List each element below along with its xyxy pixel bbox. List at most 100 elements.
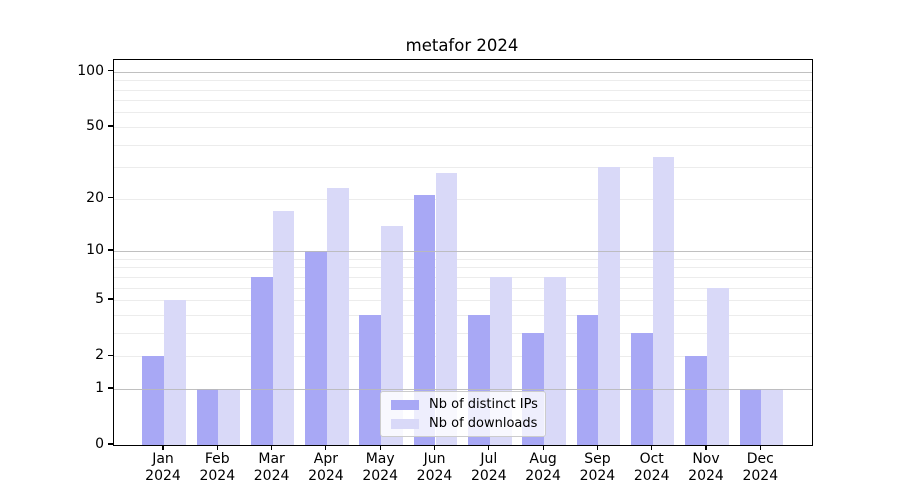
gridline-minor-9: [114, 258, 812, 260]
gridline-minor-3: [114, 332, 812, 334]
gridline-major-10: [114, 251, 812, 253]
x-tick-mark-jun: [433, 445, 436, 450]
x-tick-month: May: [365, 451, 395, 467]
x-tick-label-aug: Aug 2024: [508, 451, 578, 485]
gridline-minor-20: [114, 198, 812, 200]
x-tick-year: 2024: [525, 468, 561, 484]
x-tick-year: 2024: [742, 468, 779, 484]
bar-distinct-ips-mar: [250, 276, 273, 445]
x-tick-label-sep: Sep 2024: [562, 451, 632, 485]
bar-distinct-ips-sep: [576, 314, 599, 445]
y-tick-mark-100: [108, 70, 113, 72]
gridline-minor-80: [114, 89, 812, 91]
x-tick-label-feb: Feb 2024: [182, 451, 252, 485]
bar-distinct-ips-jan: [142, 356, 164, 445]
x-tick-mark-nov: [705, 445, 707, 450]
legend-label-downloads: Nb of downloads: [429, 416, 538, 431]
y-tick-mark-2: [108, 354, 113, 356]
gridline-minor-4: [114, 314, 812, 316]
x-tick-label-may: May 2024: [345, 451, 415, 485]
x-tick-label-jul: Jul 2024: [454, 451, 524, 485]
gridline-minor-6: [114, 287, 812, 289]
y-tick-label-0: 0: [95, 436, 104, 452]
y-tick-label-5: 5: [95, 291, 104, 308]
y-tick-mark-5: [108, 298, 113, 300]
x-tick-month: Apr: [313, 451, 338, 467]
y-tick-mark-20: [108, 197, 113, 199]
legend-label-distinct-ips: Nb of distinct IPs: [429, 397, 538, 412]
x-tick-label-jun: Jun 2024: [400, 451, 470, 485]
bar-distinct-ips-feb: [196, 388, 219, 445]
x-tick-mark-dec: [759, 445, 761, 450]
x-tick-year: 2024: [253, 468, 290, 484]
x-tick-mark-may: [379, 445, 381, 450]
x-tick-mark-jan: [162, 445, 164, 450]
x-tick-month: Jan: [152, 451, 174, 467]
bar-downloads-feb: [218, 388, 241, 445]
x-tick-year: 2024: [579, 468, 616, 484]
legend-swatch-downloads: [391, 418, 419, 429]
y-tick-mark-0: [108, 443, 113, 445]
bar-downloads-jan: [164, 300, 186, 445]
x-tick-label-apr: Apr 2024: [291, 451, 361, 485]
x-tick-month: Aug: [529, 451, 557, 467]
x-tick-year: 2024: [199, 468, 236, 484]
x-tick-year: 2024: [308, 468, 344, 484]
x-tick-mark-mar: [271, 445, 273, 450]
gridline-minor-50: [114, 126, 812, 128]
bar-downloads-dec: [761, 388, 784, 445]
bar-downloads-oct: [652, 157, 675, 445]
x-tick-month: Nov: [692, 451, 720, 467]
x-tick-mark-apr: [325, 445, 327, 450]
bar-downloads-may: [381, 225, 403, 445]
x-tick-mark-oct: [651, 445, 653, 450]
x-tick-label-nov: Nov 2024: [671, 451, 741, 485]
x-tick-month: Feb: [204, 451, 230, 467]
x-tick-mark-aug: [542, 445, 544, 450]
bar-downloads-mar: [272, 211, 295, 445]
x-tick-year: 2024: [470, 468, 507, 484]
bar-downloads-sep: [598, 167, 621, 445]
gridline-minor-8: [114, 267, 812, 269]
gridline-major-100: [114, 71, 812, 73]
x-tick-year: 2024: [145, 468, 181, 484]
y-tick-label-10: 10: [86, 242, 104, 259]
bar-downloads-jun: [435, 172, 458, 445]
gridline-minor-70: [114, 100, 812, 102]
bar-distinct-ips-jun: [413, 194, 436, 445]
y-tick-label-100: 100: [77, 62, 104, 79]
gridline-minor-2: [114, 356, 812, 358]
y-tick-mark-10: [108, 249, 113, 251]
y-tick-label-20: 20: [86, 189, 104, 206]
bar-downloads-apr: [326, 187, 349, 445]
x-tick-mark-sep: [596, 445, 598, 450]
x-tick-year: 2024: [688, 468, 724, 484]
x-tick-mark-jul: [488, 445, 490, 450]
x-tick-month: Jul: [480, 451, 498, 467]
x-tick-label-jan: Jan 2024: [128, 451, 198, 485]
legend-item-distinct-ips: Nb of distinct IPs: [381, 397, 545, 412]
legend-item-downloads: Nb of downloads: [381, 416, 545, 431]
gridline-minor-60: [114, 112, 812, 114]
chart-title: metafor 2024: [405, 36, 519, 55]
x-tick-label-mar: Mar 2024: [237, 451, 307, 485]
y-tick-label-1: 1: [95, 379, 104, 396]
x-tick-month: Jun: [423, 451, 446, 467]
gridline-minor-5: [114, 300, 812, 302]
legend-swatch-distinct-ips: [391, 399, 419, 410]
bar-downloads-nov: [707, 287, 729, 445]
y-tick-label-50: 50: [86, 117, 104, 134]
bar-distinct-ips-may: [359, 314, 382, 445]
bar-downloads-aug: [544, 276, 566, 445]
plot-area: Nb of distinct IPs Nb of downloads: [113, 59, 813, 446]
legend: Nb of distinct IPs Nb of downloads: [380, 391, 546, 437]
y-tick-label-2: 2: [95, 347, 104, 364]
gridline-minor-7: [114, 276, 812, 278]
bar-distinct-ips-dec: [739, 388, 762, 445]
x-tick-label-dec: Dec 2024: [725, 451, 795, 485]
x-tick-year: 2024: [633, 468, 670, 484]
gridline-minor-40: [114, 144, 812, 146]
x-tick-year: 2024: [362, 468, 398, 484]
x-tick-month: Sep: [584, 451, 611, 467]
